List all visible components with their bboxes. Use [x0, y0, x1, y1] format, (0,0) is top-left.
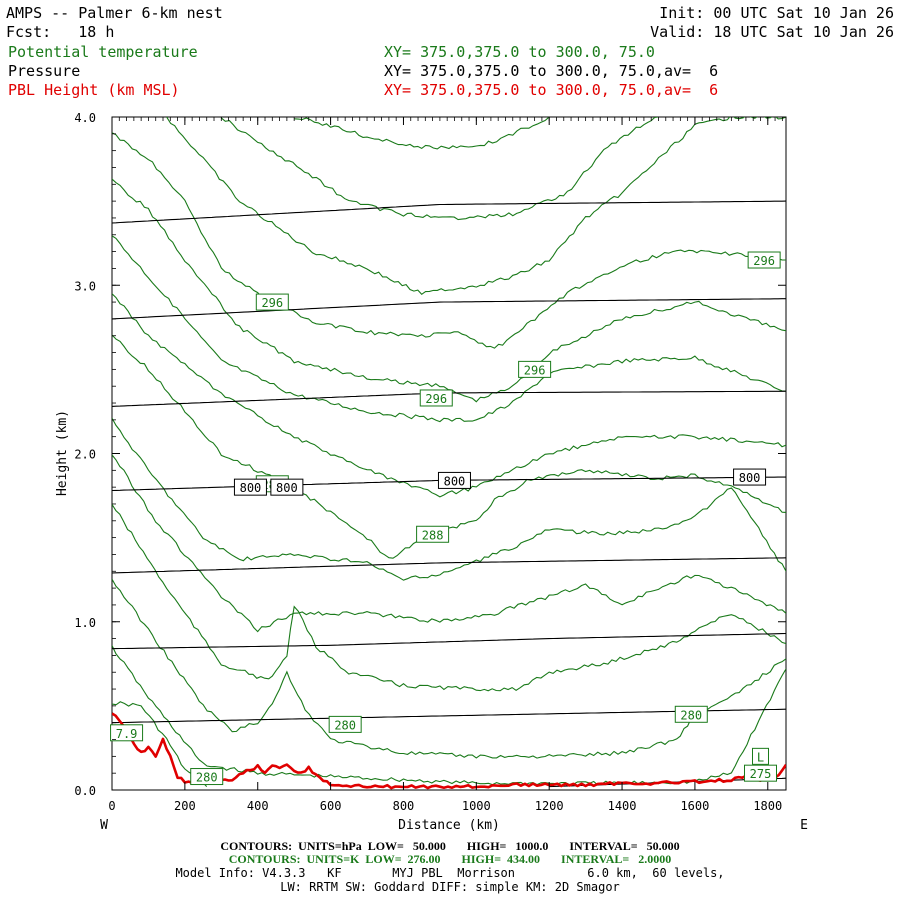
pressure-contour-700	[112, 298, 786, 320]
pressure-label: 800	[444, 474, 466, 488]
x-tick-label: 1800	[753, 799, 782, 813]
x-tick-label: 0	[108, 799, 115, 813]
contour-labels: 296296296296288288280280280275L7.9800800…	[110, 251, 781, 786]
forecast-hour: Fcst: 18 h	[6, 23, 115, 41]
east-label: E	[800, 818, 808, 833]
field-theta-label: Potential temperature	[8, 43, 198, 61]
xy-pressure: XY= 375.0,375.0 to 300.0, 75.0,av= 6	[384, 62, 719, 80]
theta-label: 280	[196, 771, 218, 785]
footer-contours-k: CONTOURS: UNITS=K LOW= 276.00 HIGH= 434.…	[228, 852, 672, 866]
theta-contours	[112, 117, 786, 787]
xy-pbl: XY= 375.0,375.0 to 300.0, 75.0,av= 6	[384, 81, 719, 99]
cross-section-chart: 296296296296288288280280280275L7.9800800…	[55, 111, 808, 833]
theta-contour-280	[112, 578, 786, 759]
theta-contour-292	[112, 235, 786, 423]
theta-contour-284	[112, 454, 786, 633]
theta-label: 7.9	[116, 727, 138, 741]
x-tick-label: 1400	[608, 799, 637, 813]
y-tick-label: 2.0	[74, 448, 96, 462]
theta-label-box	[674, 705, 708, 723]
footer-model-info: Model Info: V4.3.3 KF MYJ PBL Morrison 6…	[175, 866, 725, 880]
model-title: AMPS -- Palmer 6-km nest	[6, 4, 223, 22]
pressure-contour-650	[112, 200, 786, 224]
theta-label: 280	[334, 718, 356, 732]
theta-label: 296	[425, 392, 447, 406]
pressure-label: 800	[739, 471, 761, 485]
theta-label-box	[518, 360, 552, 378]
theta-label: L	[757, 750, 764, 764]
pressure-label-box	[733, 468, 767, 486]
y-tick-label: 0.0	[74, 784, 96, 798]
theta-contour-296	[112, 132, 786, 349]
pressure-label: 800	[240, 481, 262, 495]
pressure-contour-mid	[112, 557, 786, 574]
x-tick-label: 800	[393, 799, 415, 813]
x-tick-label: 200	[174, 799, 196, 813]
y-tick-label: 4.0	[74, 111, 96, 125]
theta-label: 280	[680, 708, 702, 722]
axes: 0.0 1.0 2.0 3.0 4.0 0 200 400 600 800 1000 1200 1400…	[74, 111, 786, 813]
theta-contour-302	[294, 117, 550, 150]
xy-theta: XY= 375.0,375.0 to 300.0, 75.0	[384, 43, 655, 61]
y-axis-label: Height (km)	[55, 410, 70, 496]
x-tick-label: 1200	[535, 799, 564, 813]
pressure-label-box	[233, 478, 267, 496]
theta-label: 288	[422, 528, 444, 542]
pressure-label: 800	[276, 481, 298, 495]
theta-label-box	[328, 715, 362, 733]
pressure-contours	[112, 200, 786, 788]
pressure-label-box	[437, 471, 471, 489]
theta-label: 296	[261, 296, 283, 310]
theta-label-box	[255, 293, 289, 311]
theta-contour-300	[220, 117, 659, 221]
pressure-label-box	[270, 478, 304, 496]
theta-label-box	[190, 768, 224, 786]
theta-contour-276	[112, 701, 208, 787]
theta-contour-290	[112, 293, 786, 498]
pressure-contour-850	[112, 632, 786, 650]
footer-contours-hpa: CONTOURS: UNITS=hPa LOW= 50.000 HIGH= 10…	[220, 839, 680, 853]
x-tick-label: 600	[320, 799, 342, 813]
theta-label-box	[419, 389, 453, 407]
footer-physics-info: LW: RRTM SW: Goddard DIFF: simple KM: 2D…	[280, 880, 620, 894]
field-pressure-label: Pressure	[8, 62, 81, 80]
theta-label-box	[743, 764, 777, 782]
theta-contour-286	[112, 417, 786, 581]
theta-contour-298	[166, 117, 786, 296]
y-tick-label: 1.0	[74, 616, 96, 630]
x-tick-label: 400	[247, 799, 269, 813]
theta-label-box	[110, 724, 144, 742]
plot-frame	[111, 116, 787, 791]
west-label: W	[100, 818, 108, 833]
x-tick-label: 1000	[462, 799, 491, 813]
x-axis-label: Distance (km)	[398, 818, 500, 833]
theta-label: 275	[750, 767, 772, 781]
field-pbl-label: PBL Height (km MSL)	[8, 81, 180, 99]
theta-label: 296	[753, 254, 775, 268]
valid-time: Valid: 18 UTC Sat 10 Jan 26	[650, 23, 894, 41]
theta-label: 296	[524, 363, 546, 377]
pressure-contour-900	[112, 708, 786, 724]
y-tick-label: 3.0	[74, 279, 96, 293]
theta-label-box	[416, 525, 450, 543]
theta-contour-288	[112, 334, 786, 559]
init-time: Init: 00 UTC Sat 10 Jan 26	[659, 4, 894, 22]
theta-label-box	[747, 251, 781, 269]
x-tick-label: 1600	[680, 799, 709, 813]
theta-label-box	[751, 747, 769, 765]
theta-contour-282	[112, 504, 786, 692]
